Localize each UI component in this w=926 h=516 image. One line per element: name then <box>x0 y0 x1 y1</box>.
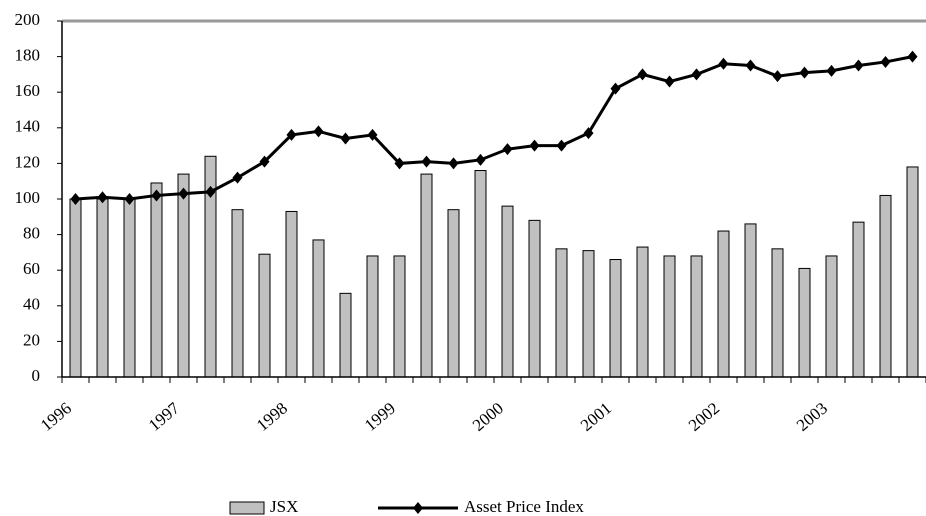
y-tick-label: 100 <box>15 188 41 207</box>
marker <box>664 75 675 88</box>
bar <box>771 248 784 378</box>
marker <box>718 57 729 70</box>
bar <box>366 255 379 378</box>
marker <box>745 59 756 72</box>
legend-label: Asset Price Index <box>464 497 584 516</box>
bar <box>663 255 676 378</box>
bar <box>555 248 568 378</box>
bar <box>906 166 919 378</box>
marker <box>826 64 837 77</box>
y-tick-label: 0 <box>32 366 41 385</box>
x-tick-label: 2003 <box>793 399 831 435</box>
y-tick-label: 140 <box>15 117 41 136</box>
bar <box>339 292 352 378</box>
marker <box>637 68 648 81</box>
bar <box>231 209 244 378</box>
bar <box>258 253 271 378</box>
marker <box>583 127 594 140</box>
legend-marker <box>413 502 423 514</box>
marker <box>880 55 891 68</box>
x-tick-label: 1998 <box>253 399 291 435</box>
marker <box>259 155 270 168</box>
marker <box>907 50 918 63</box>
legend-label: JSX <box>270 497 298 516</box>
marker <box>124 193 135 205</box>
marker <box>340 132 351 145</box>
bar <box>312 239 325 378</box>
bar <box>528 219 541 378</box>
marker <box>448 157 459 170</box>
marker <box>556 139 567 152</box>
bar <box>474 170 487 378</box>
bar <box>717 230 730 378</box>
bar <box>420 173 433 378</box>
bar <box>879 194 892 378</box>
bar <box>744 223 757 378</box>
bar <box>582 250 595 378</box>
marker <box>232 171 243 184</box>
bar <box>150 182 163 378</box>
marker <box>772 70 783 83</box>
x-tick-label: 2001 <box>577 399 615 435</box>
bar <box>825 255 838 378</box>
marker <box>97 191 108 204</box>
y-tick-label: 200 <box>15 10 41 29</box>
bar <box>609 259 622 378</box>
marker <box>286 128 297 141</box>
marker <box>502 143 513 156</box>
line <box>75 55 913 201</box>
y-tick-label: 180 <box>15 46 41 65</box>
bar <box>501 205 514 378</box>
bar <box>96 198 109 378</box>
marker <box>691 68 702 81</box>
bar <box>177 173 190 378</box>
y-tick-label: 40 <box>23 295 40 314</box>
marker <box>178 187 189 200</box>
x-tick-label: 1997 <box>145 398 184 435</box>
x-tick-label: 2002 <box>685 399 723 435</box>
marker <box>529 139 540 152</box>
marker <box>313 125 324 138</box>
marker <box>70 193 81 205</box>
x-tick-label: 1996 <box>37 399 75 435</box>
marker <box>367 128 378 141</box>
y-tick-label: 60 <box>23 259 40 278</box>
y-tick-label: 80 <box>23 224 40 243</box>
bar <box>636 246 649 378</box>
x-tick-label: 1999 <box>361 399 399 435</box>
marker <box>799 66 810 79</box>
bar <box>69 198 82 378</box>
y-tick-label: 20 <box>23 330 40 349</box>
marker <box>421 155 432 168</box>
bar <box>123 198 136 378</box>
y-tick-label: 160 <box>15 81 41 100</box>
legend-swatch <box>229 501 265 515</box>
bar <box>393 255 406 378</box>
bar <box>690 255 703 378</box>
marker <box>205 185 216 198</box>
bar <box>798 267 811 378</box>
x-tick-label: 2000 <box>469 399 507 435</box>
marker <box>853 59 864 72</box>
marker <box>151 189 162 202</box>
marker <box>394 157 405 170</box>
bar <box>285 210 298 378</box>
marker <box>475 153 486 166</box>
bar <box>447 209 460 378</box>
marker <box>610 82 621 95</box>
bar <box>852 221 865 378</box>
y-tick-label: 120 <box>15 152 41 171</box>
